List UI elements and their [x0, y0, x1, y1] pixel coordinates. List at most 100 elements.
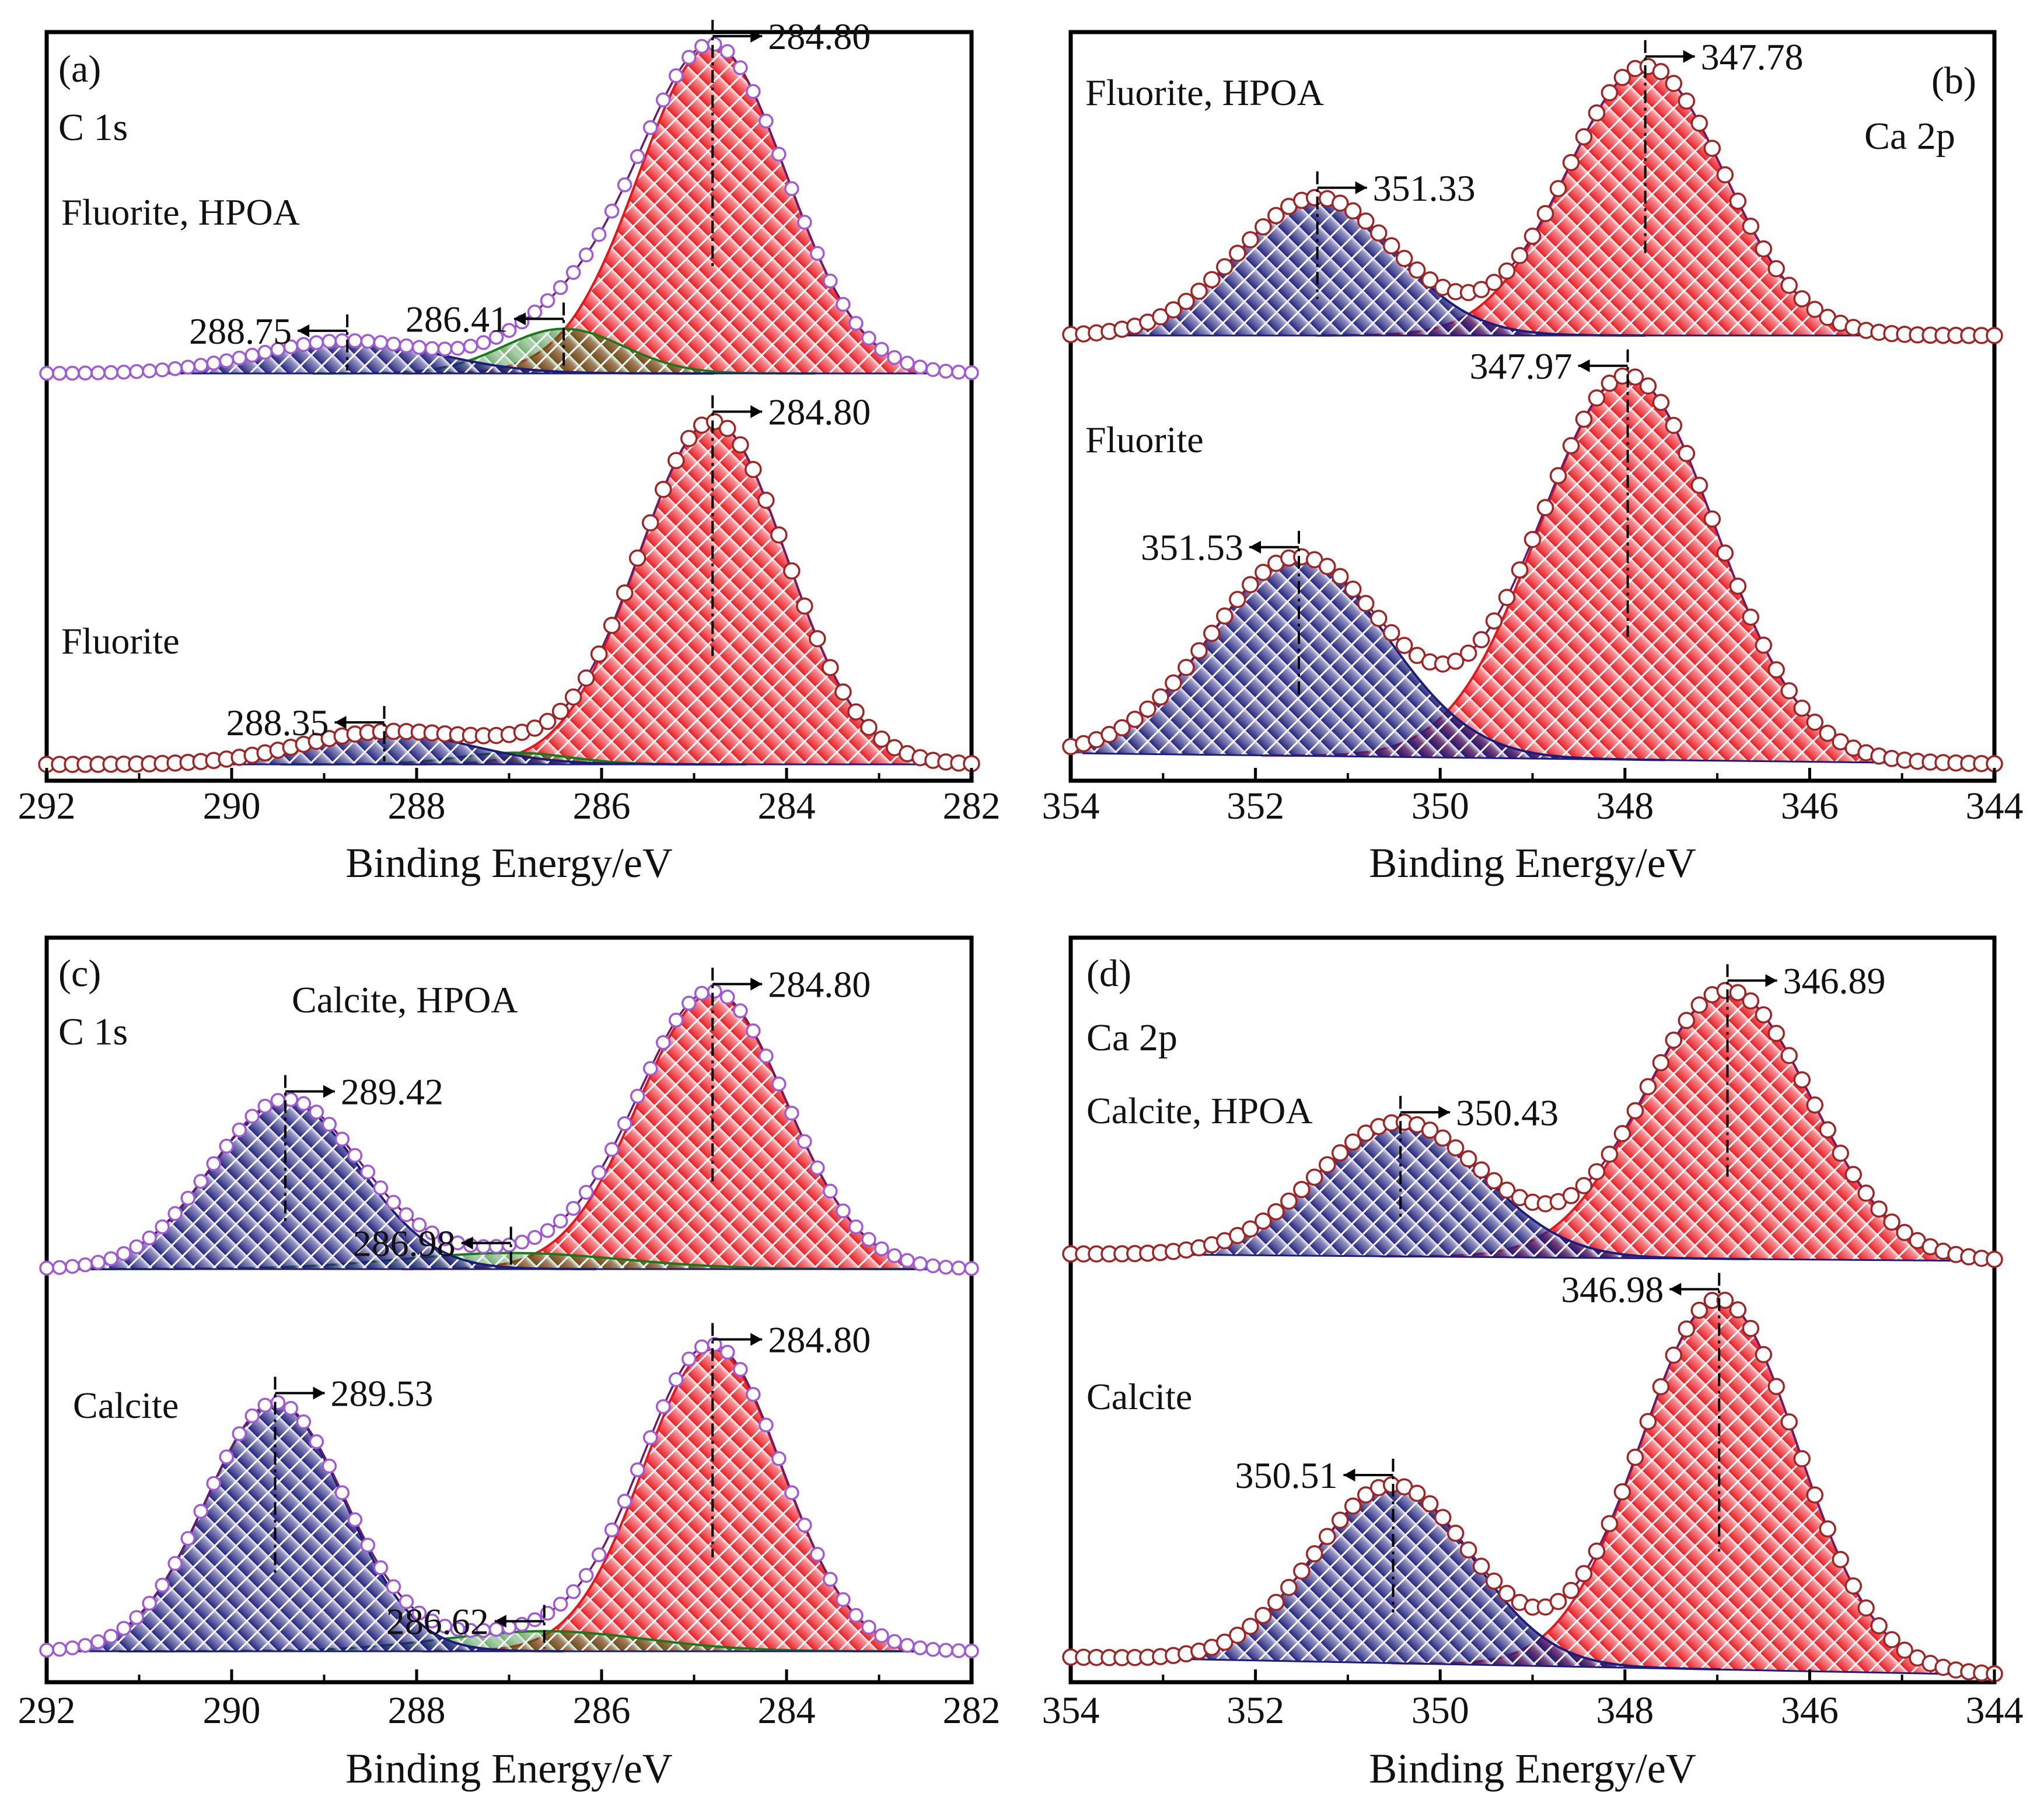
- data-point: [334, 1131, 350, 1147]
- data-point: [424, 1613, 440, 1629]
- data-point: [1652, 393, 1670, 411]
- data-point: [193, 1504, 208, 1519]
- data-point: [411, 1217, 427, 1233]
- data-point: [1446, 652, 1465, 670]
- data-point: [334, 1485, 350, 1501]
- data-point: [1601, 1145, 1619, 1163]
- data-point: [823, 1183, 838, 1199]
- x-tick-label: 288: [388, 785, 446, 827]
- data-point: [1562, 153, 1580, 172]
- data-point: [1408, 261, 1426, 279]
- spectrum-name: Fluorite: [1085, 419, 1204, 460]
- data-point: [1459, 1150, 1477, 1168]
- data-point: [1459, 644, 1477, 662]
- data-point: [399, 1207, 414, 1222]
- data-point: [501, 323, 517, 338]
- data-point: [540, 1223, 555, 1238]
- data-point: [654, 481, 672, 498]
- background-line: [1082, 1656, 1983, 1676]
- data-point: [617, 1116, 633, 1131]
- data-point: [1472, 1161, 1490, 1179]
- data-point: [578, 1184, 594, 1200]
- data-point: [1742, 992, 1760, 1010]
- data-point: [1242, 576, 1259, 593]
- data-point: [604, 1142, 620, 1157]
- data-point: [1498, 262, 1516, 280]
- data-point: [591, 1165, 607, 1180]
- data-point: [65, 365, 80, 381]
- x-tick-label: 344: [1966, 785, 2024, 827]
- data-point: [810, 1160, 825, 1176]
- data-point: [1780, 1047, 1798, 1064]
- panel-title: Ca 2p: [1086, 1016, 1178, 1059]
- data-point: [1844, 1166, 1862, 1183]
- data-point: [694, 39, 710, 54]
- data-point: [1678, 445, 1696, 463]
- data-point: [913, 1256, 928, 1271]
- data-point: [836, 1203, 851, 1218]
- data-point: [142, 1230, 157, 1246]
- data-point: [1986, 1250, 2003, 1269]
- data-point: [1562, 1581, 1580, 1599]
- data-point: [1857, 1599, 1875, 1617]
- peak-value-label: 347.78: [1701, 36, 1804, 78]
- data-point: [360, 1164, 376, 1180]
- arrow-head: [514, 312, 526, 326]
- x-tick-label: 350: [1411, 1689, 1469, 1732]
- data-point: [1280, 1578, 1298, 1596]
- data-point: [938, 1259, 953, 1275]
- data-point: [951, 1643, 966, 1658]
- data-point: [964, 1261, 979, 1276]
- data-point: [527, 305, 543, 320]
- data-point: [668, 1372, 684, 1388]
- data-point: [257, 1098, 272, 1114]
- data-point: [180, 1190, 195, 1206]
- data-point: [1139, 700, 1156, 718]
- data-point: [1293, 1562, 1311, 1580]
- data-point: [309, 1434, 324, 1449]
- data-point: [155, 1219, 170, 1235]
- data-point: [39, 1260, 54, 1276]
- data-point: [1536, 205, 1554, 222]
- data-point: [1421, 1495, 1439, 1513]
- data-point: [1242, 1220, 1259, 1238]
- data-point: [784, 181, 799, 197]
- data-point: [834, 683, 852, 701]
- data-point: [232, 1426, 247, 1441]
- data-point: [257, 1397, 272, 1413]
- data-point: [1434, 1129, 1452, 1147]
- data-point: [578, 1568, 594, 1583]
- data-point: [642, 1430, 658, 1445]
- data-point: [668, 1012, 684, 1028]
- data-point: [628, 549, 647, 567]
- spectrum-name: Calcite, HPOA: [292, 979, 518, 1021]
- data-point: [590, 645, 608, 663]
- data-point: [746, 84, 761, 99]
- data-point: [52, 1641, 67, 1657]
- data-point: [411, 340, 427, 355]
- data-point: [1690, 996, 1708, 1014]
- data-point: [283, 1092, 299, 1107]
- data-point: [1331, 568, 1349, 585]
- data-point: [1896, 1224, 1913, 1242]
- data-point: [1806, 1096, 1823, 1114]
- component-area-navy: [47, 1101, 596, 1269]
- x-tick-label: 290: [203, 1689, 261, 1732]
- data-point: [360, 334, 376, 349]
- data-point: [1613, 1483, 1631, 1501]
- background-line: [1082, 1253, 1983, 1262]
- spectrum-lower: 284.80 286.62 289.53: [39, 1319, 979, 1659]
- data-point: [797, 1518, 812, 1533]
- data-point: [707, 37, 722, 52]
- data-point: [1190, 282, 1208, 300]
- data-point: [399, 338, 414, 354]
- data-point: [667, 452, 685, 470]
- data-point: [1755, 240, 1773, 258]
- data-point: [964, 1643, 979, 1659]
- data-point: [1229, 590, 1246, 609]
- data-point: [1690, 1301, 1708, 1319]
- data-point: [630, 1088, 645, 1104]
- data-point: [1165, 674, 1182, 692]
- component-area-navy: [1071, 557, 1666, 760]
- data-point: [836, 296, 851, 312]
